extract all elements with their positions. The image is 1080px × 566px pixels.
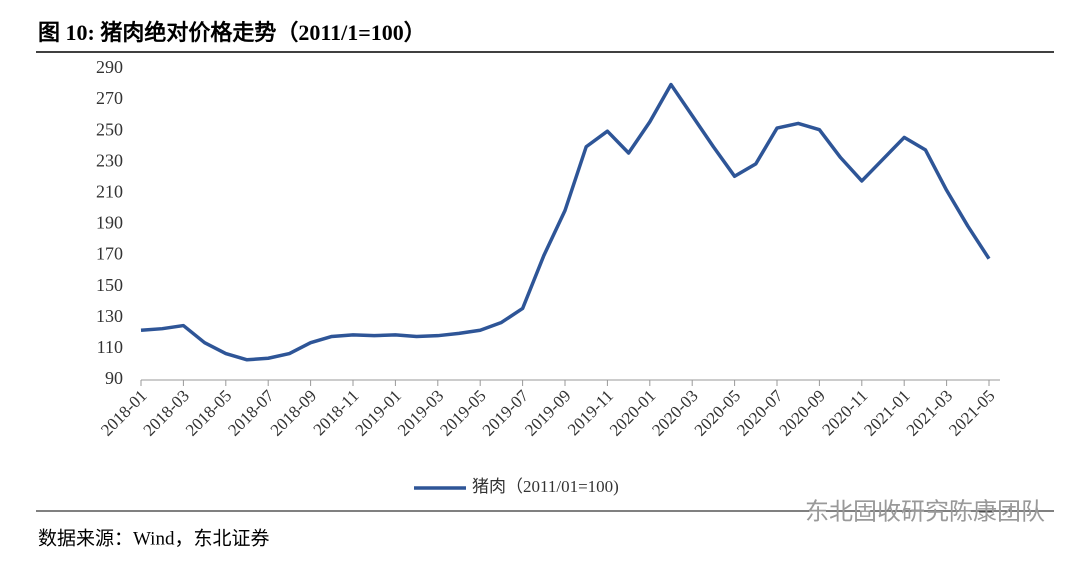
x-tick-label: 2021-01 [860, 386, 914, 440]
x-tick-label: 2020-07 [733, 386, 787, 440]
x-tick-label: 2020-05 [691, 386, 745, 440]
x-tick-label: 2019-07 [479, 386, 533, 440]
x-tick-label: 2018-09 [267, 386, 321, 440]
y-tick-label: 90 [105, 368, 123, 388]
y-tick-label: 270 [96, 88, 123, 108]
y-tick-label: 150 [96, 275, 123, 295]
y-tick-label: 190 [96, 213, 123, 233]
y-tick-label: 110 [97, 337, 123, 357]
y-tick-label: 230 [96, 150, 123, 170]
y-tick-label: 210 [96, 182, 123, 202]
x-tick-label: 2018-03 [139, 386, 193, 440]
x-tick-label: 2021-03 [903, 386, 957, 440]
source: 数据来源：Wind，东北证券 [38, 527, 269, 549]
x-tick-label: 2020-03 [648, 386, 702, 440]
x-tick-label: 2021-05 [945, 386, 999, 440]
x-tick-label: 2019-11 [564, 386, 617, 439]
chart-title: 图 10: 猪肉绝对价格走势（2011/1=100） [38, 20, 426, 45]
x-tick-label: 2020-11 [818, 386, 871, 439]
x-tick-label: 2018-07 [224, 386, 278, 440]
y-tick-label: 290 [96, 57, 123, 77]
x-tick-label: 2020-09 [775, 386, 829, 440]
legend-label: 猪肉（2011/01=100) [472, 477, 619, 496]
y-tick-label: 130 [96, 306, 123, 326]
x-tick-label: 2020-01 [606, 386, 660, 440]
x-tick-label: 2018-01 [97, 386, 151, 440]
x-tick-label: 2019-05 [436, 386, 490, 440]
watermark: 东北固收研究陈康团队 [805, 499, 1045, 526]
line-series [140, 82, 991, 362]
x-tick-label: 2019-01 [351, 386, 405, 440]
x-tick-label: 2019-03 [394, 386, 448, 440]
x-tick-label: 2019-09 [521, 386, 575, 440]
y-tick-label: 250 [96, 119, 123, 139]
y-tick-label: 170 [96, 244, 123, 264]
x-tick-label: 2018-05 [182, 386, 236, 440]
x-tick-label: 2018-11 [310, 386, 363, 439]
